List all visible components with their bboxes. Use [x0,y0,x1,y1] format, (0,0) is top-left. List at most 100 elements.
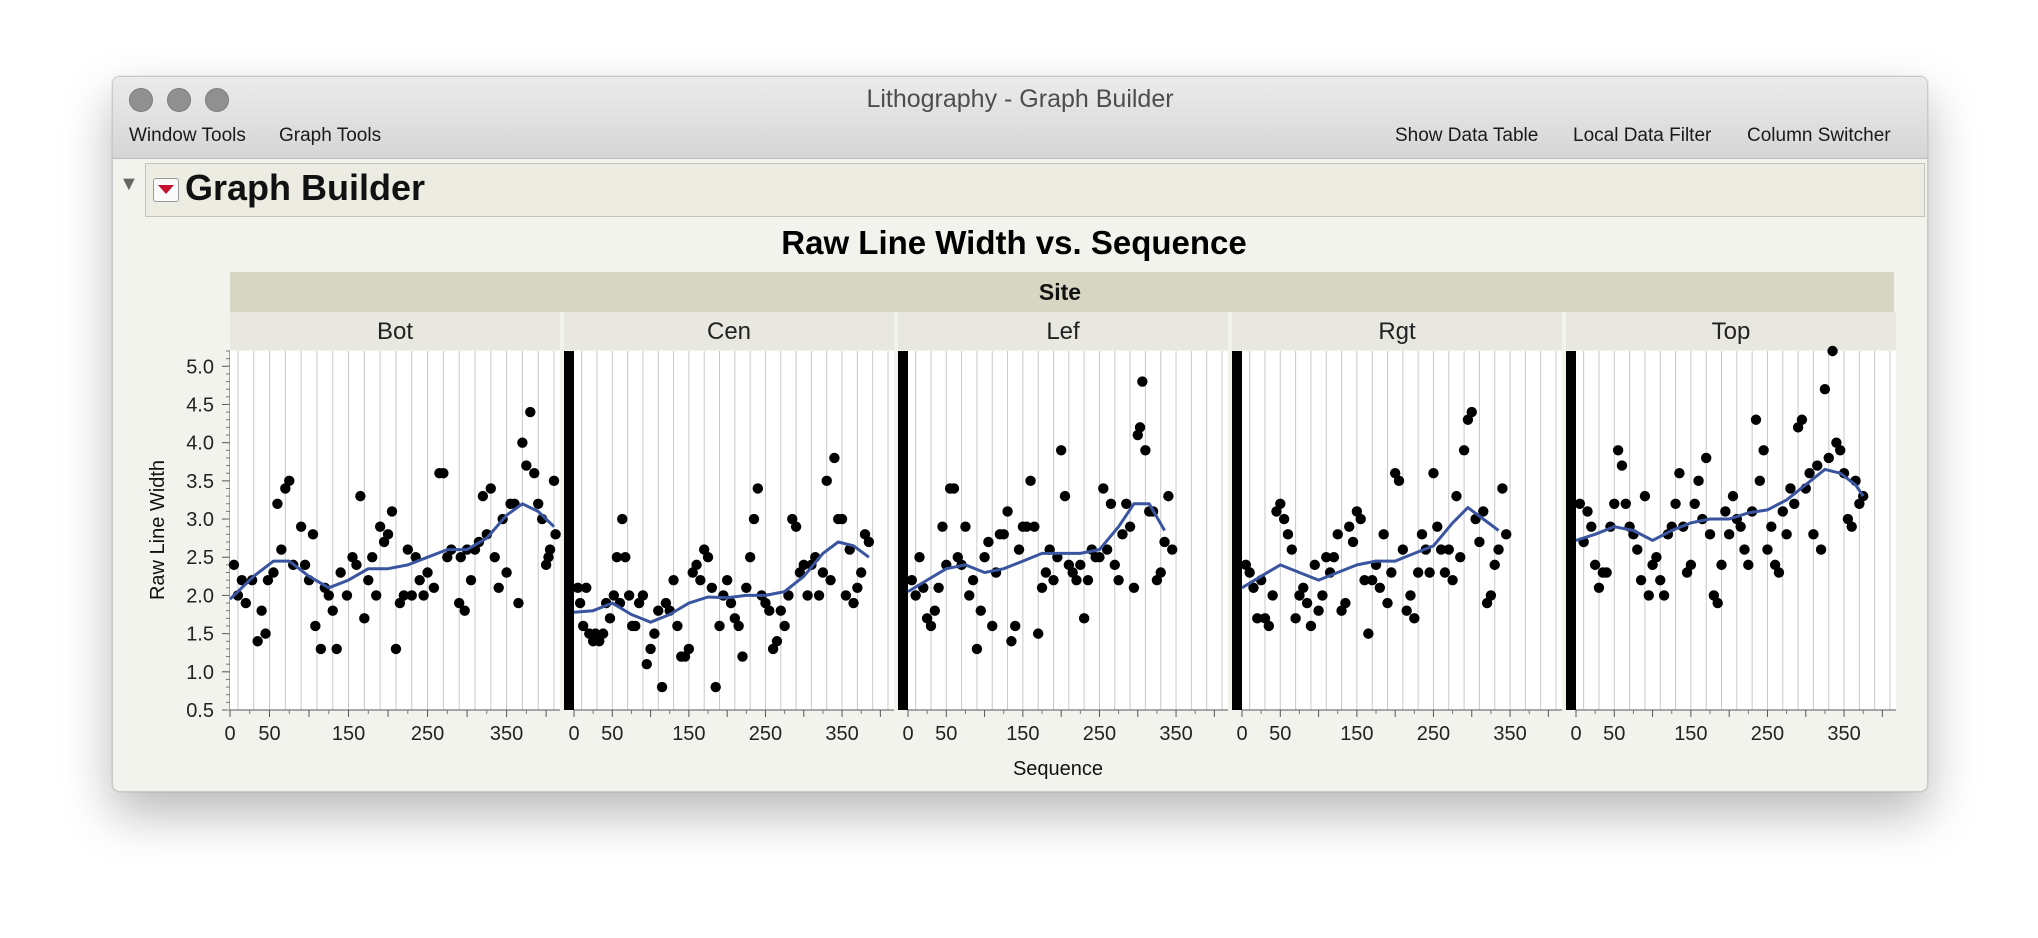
data-point-cen [744,552,756,563]
data-point-rgt [1386,567,1397,578]
y-tick-label: 4.0 [186,433,214,455]
data-point-lef [1055,445,1067,456]
data-point-cen [668,574,679,586]
data-point-bot [256,605,267,616]
data-point-top [1723,529,1735,540]
data-point-rgt [1382,597,1393,609]
data-point-bot [453,597,465,609]
data-point-rgt [1443,544,1454,555]
data-point-bot [310,620,321,632]
x-tick-label: 350 [1493,723,1526,745]
data-point-bot [260,628,271,639]
y-tick-label: 3.0 [186,509,214,531]
data-point-cen [852,582,863,593]
data-point-cen [825,574,836,586]
close-window-button[interactable] [129,88,153,112]
data-point-lef [1036,582,1048,593]
data-point-rgt [1355,513,1366,525]
y-tick-label: 4.5 [186,394,214,416]
data-point-bot [307,529,319,540]
data-point-bot [236,574,248,586]
data-point-rgt [1301,597,1313,609]
data-point-cen [725,597,737,609]
data-point-cen [775,605,786,616]
data-point-rgt [1435,544,1447,555]
data-point-top [1758,445,1769,456]
smoother-line-lef [907,502,1166,593]
data-point-top [1651,552,1662,563]
y-tick-label: 2.0 [186,585,214,607]
data-point-cen [617,513,628,525]
data-point-bot [386,506,398,517]
y-axis-label: Raw Line Width [147,460,169,600]
x-tick-label: 250 [1083,723,1116,745]
data-point-bot [299,559,311,571]
data-point-rgt [1321,552,1332,563]
data-point-cen [611,552,623,563]
data-point-top [1766,521,1777,532]
menu-column-switcher[interactable]: Column Switcher [1747,125,1891,146]
data-point-lef [1075,559,1086,571]
panel-header-cen [564,312,894,350]
data-point-bot [477,490,489,502]
data-point-bot [489,552,500,563]
panel-header-lef [898,312,1228,350]
zoom-window-button[interactable] [205,88,229,112]
data-point-top [1739,544,1750,555]
data-point-top [1574,498,1586,509]
data-point-lef [1128,582,1140,593]
data-point-lef [914,552,925,563]
data-point-bot [355,490,366,502]
data-point-cen [706,582,718,593]
data-point-top [1777,506,1788,517]
data-point-rgt [1401,605,1412,616]
data-point-top [1620,498,1631,509]
data-point-cen [771,636,783,647]
data-point-bot [493,582,504,593]
data-point-top [1639,490,1651,502]
x-tick-label: 50 [935,723,957,745]
y-tick-label: 1.5 [186,624,214,646]
data-point-rgt [1286,544,1297,555]
data-point-bot [378,536,390,548]
data-point-cen [848,597,859,609]
x-tick-label: 150 [1674,723,1707,745]
data-point-top [1804,468,1815,479]
data-point-lef [1032,628,1044,639]
data-point-rgt [1340,597,1351,609]
data-point-rgt [1309,559,1320,571]
minimize-window-button[interactable] [167,88,191,112]
data-point-bot [442,552,453,563]
chart-title: Raw Line Width vs. Sequence [781,224,1246,261]
data-point-bot [414,574,425,586]
data-point-cen [714,620,725,632]
data-point-cen [637,590,649,601]
disclosure-triangle-icon[interactable]: ▼ [119,173,139,195]
menu-window-tools[interactable]: Window Tools [129,125,246,146]
data-point-bot [272,498,283,509]
data-point-cen [683,643,695,655]
data-point-bot [252,636,263,647]
data-point-lef [1071,574,1082,586]
data-point-cen [836,513,848,525]
red-triangle-menu-icon[interactable] [153,178,179,202]
data-point-cen [653,605,664,616]
data-point-rgt [1455,552,1466,563]
menu-local-data-filter[interactable]: Local Data Filter [1573,125,1712,146]
data-point-rgt [1501,529,1512,540]
data-point-lef [1010,620,1021,632]
smoother-line-rgt [1241,506,1500,590]
data-point-bot [459,605,470,616]
data-point-top [1785,483,1796,494]
menu-graph-tools[interactable]: Graph Tools [279,125,382,146]
data-point-rgt [1458,445,1470,456]
x-tick-label: 350 [825,723,858,745]
menu-show-data-table[interactable]: Show Data Table [1395,125,1539,146]
data-point-bot [525,406,536,418]
data-point-bot [351,559,362,571]
data-point-bot [544,544,556,555]
data-point-lef [1059,490,1071,502]
data-point-lef [998,529,1009,540]
panel-separator-top [1566,351,1576,710]
